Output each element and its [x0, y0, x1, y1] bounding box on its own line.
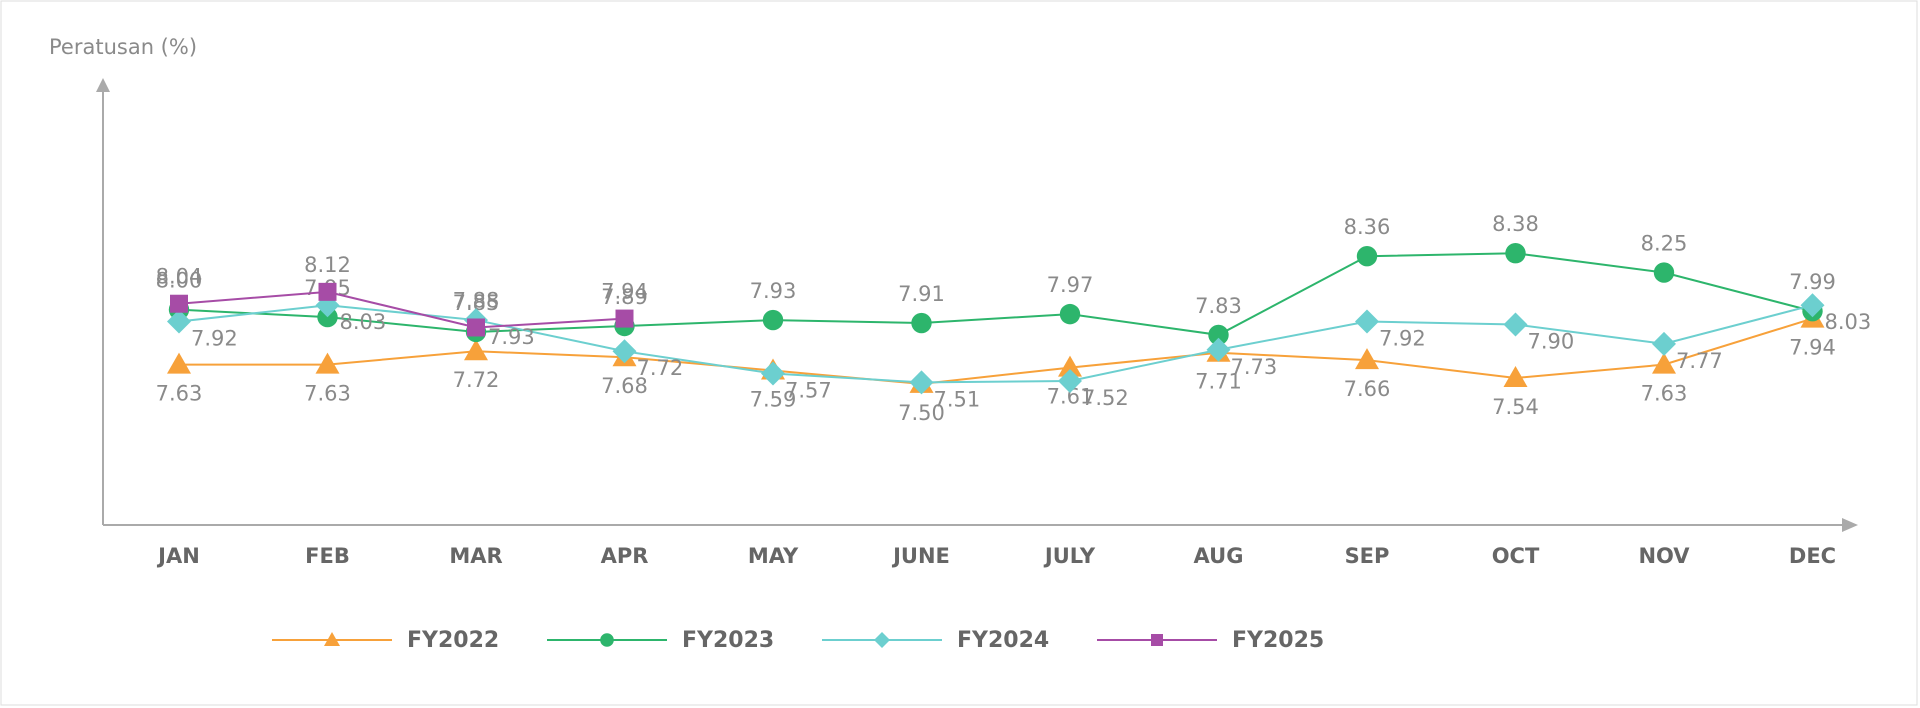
marker	[1356, 246, 1378, 267]
x-tick-label: AUG	[1194, 544, 1244, 568]
marker	[467, 318, 485, 337]
data-label: 7.57	[785, 379, 832, 403]
data-label: 7.66	[1344, 377, 1391, 401]
marker	[1503, 312, 1528, 337]
data-label: 7.59	[750, 388, 797, 412]
x-tick-label: FEB	[305, 544, 350, 568]
legend-label: FY2025	[1232, 628, 1324, 653]
data-label: 8.03	[1825, 310, 1872, 334]
data-label: 7.83	[1195, 294, 1242, 318]
marker	[318, 282, 337, 301]
series-line	[179, 317, 1813, 385]
legend-label: FY2024	[957, 628, 1049, 653]
x-tick-label: MAY	[748, 544, 799, 568]
data-label: 8.25	[1641, 232, 1688, 256]
series-line	[178, 290, 625, 329]
data-label: 7.89	[601, 285, 648, 309]
x-tick-label: JULY	[1043, 544, 1096, 568]
marker	[167, 352, 191, 374]
x-tick-label: NOV	[1638, 544, 1690, 568]
x-tick-label: JAN	[156, 544, 200, 568]
data-label: 7.91	[898, 282, 945, 306]
marker	[1652, 352, 1676, 374]
marker	[1206, 337, 1231, 362]
legend-label: FY2023	[682, 628, 774, 653]
marker	[1058, 355, 1082, 377]
data-label: 7.92	[1379, 327, 1426, 351]
data-label: 7.99	[1789, 270, 1836, 294]
marker	[170, 294, 188, 313]
data-label: 7.63	[304, 382, 351, 406]
marker	[762, 309, 784, 331]
data-label: 7.72	[453, 368, 500, 392]
legend-label: FY2022	[407, 628, 499, 653]
data-label: 7.94	[1789, 336, 1836, 360]
marker	[1503, 365, 1528, 387]
marker	[464, 339, 488, 361]
data-label: 7.93	[488, 325, 535, 349]
marker	[1505, 243, 1526, 264]
data-label: 7.92	[191, 327, 238, 351]
data-label: 7.88	[453, 288, 500, 312]
x-tick-label: SEP	[1345, 544, 1390, 568]
marker	[1058, 368, 1082, 393]
series-line	[178, 252, 1813, 336]
data-label: 8.38	[1492, 212, 1539, 236]
data-label: 8.12	[304, 253, 351, 277]
x-tick-label: OCT	[1492, 544, 1540, 568]
x-arrow	[1842, 518, 1858, 532]
marker	[1208, 324, 1229, 346]
data-label: 8.04	[156, 265, 203, 289]
data-label: 7.54	[1492, 395, 1539, 419]
marker	[874, 632, 890, 648]
x-tick-label: JUNE	[891, 544, 950, 568]
data-label: 7.71	[1195, 370, 1242, 394]
marker	[612, 339, 637, 364]
data-label: 7.72	[637, 356, 684, 380]
x-tick-label: MAR	[449, 544, 502, 568]
data-label: 7.73	[1231, 355, 1278, 379]
x-tick-label: APR	[601, 544, 649, 568]
data-label: 7.90	[1528, 330, 1575, 354]
marker	[324, 632, 340, 646]
marker	[1653, 262, 1675, 283]
data-label: 7.94	[601, 280, 648, 304]
data-label: 7.63	[1641, 382, 1688, 406]
marker	[909, 370, 934, 395]
y-arrow	[96, 78, 110, 92]
marker	[315, 352, 340, 374]
marker	[615, 309, 634, 328]
data-label: 7.52	[1082, 386, 1129, 410]
marker	[1800, 293, 1825, 318]
series-line	[178, 304, 1813, 384]
marker	[1151, 634, 1163, 646]
data-label: 7.63	[156, 382, 203, 406]
data-label: 8.00	[156, 269, 203, 293]
marker	[600, 633, 614, 647]
x-tick-label: DEC	[1789, 544, 1836, 568]
data-label: 8.03	[340, 310, 387, 334]
marker	[1355, 309, 1379, 334]
data-label: 7.77	[1676, 349, 1723, 373]
marker	[167, 309, 191, 334]
data-label: 7.97	[1047, 273, 1094, 297]
marker	[911, 312, 932, 334]
marker	[1059, 303, 1081, 325]
marker	[1652, 331, 1676, 356]
data-label: 7.68	[601, 374, 648, 398]
data-label: 7.50	[898, 401, 945, 425]
data-label: 8.36	[1344, 215, 1391, 239]
marker	[1355, 348, 1379, 370]
data-label: 7.51	[934, 387, 981, 411]
y-axis-label: Peratusan (%)	[49, 35, 197, 59]
marker	[761, 361, 785, 386]
data-label: 7.93	[750, 279, 797, 303]
